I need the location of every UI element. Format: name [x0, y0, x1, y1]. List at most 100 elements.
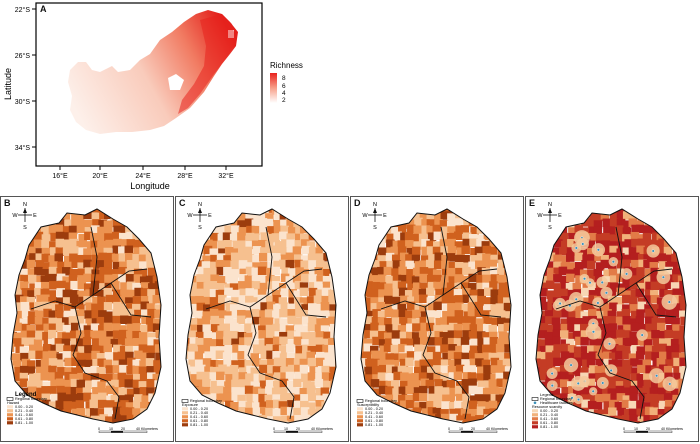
choropleth-cells — [361, 209, 511, 423]
legend-colorbar — [270, 73, 277, 103]
panel-d-label: D — [354, 198, 361, 208]
compass-e: E — [558, 213, 562, 219]
scale-label-1: 10 — [459, 427, 463, 431]
choropleth-cells — [186, 209, 336, 423]
scale-label-2: 20 — [471, 427, 475, 431]
legend-class-0: 0.00 - 0.20 — [190, 407, 208, 411]
legend-class-1: 0.21 - 0.40 — [190, 411, 208, 415]
legend-class-2: 0.41 - 0.60 — [540, 417, 558, 421]
legend-variable-label: Resource scarcity — [532, 405, 562, 409]
xtick-1: 20°E — [92, 172, 108, 180]
xtick-3: 28°E — [177, 172, 193, 180]
legend-class-0: 0.00 - 0.20 — [540, 409, 558, 413]
legend-value-0: 8 — [282, 75, 286, 82]
legend-class-4: 0.81 - 1.00 — [190, 423, 208, 427]
x-axis-label: Longitude — [130, 181, 170, 191]
legend-boundary-label: Regional boundary — [15, 397, 47, 401]
scale-bar: 0 10 20 40 Kilometers — [623, 427, 683, 433]
scale-bar: 0 10 20 40 Kilometers — [273, 427, 333, 433]
ytick-0: 22°S — [15, 6, 31, 14]
ytick-2: 30°S — [15, 98, 31, 106]
country-outline — [185, 208, 337, 424]
legend-variable-label: Exposure — [182, 403, 198, 407]
compass-w: W — [537, 213, 543, 219]
panel-b: N S W E Legend Regional boundary Hazard 0.00 - … — [0, 196, 174, 442]
legend-class-0: 0.00 - 0.20 — [365, 407, 383, 411]
xtick-0: 16°E — [52, 172, 68, 180]
scale-label-3: 40 Kilometers — [661, 427, 683, 431]
legend-class-1: 0.21 - 0.40 — [365, 411, 383, 415]
compass-s: S — [23, 225, 27, 231]
xtick-2: 24°E — [135, 172, 151, 180]
legend-class-3: 0.61 - 0.80 — [15, 417, 33, 421]
legend-class-2: 0.41 - 0.60 — [365, 415, 383, 419]
compass-icon: N SW E — [537, 202, 562, 231]
compass-s: S — [373, 225, 377, 231]
y-axis-label: Latitude — [3, 68, 13, 100]
compass-e: E — [208, 213, 212, 219]
legend-title: Legend — [540, 392, 553, 397]
compass-icon: N SW E — [12, 202, 37, 231]
panel-d-map: N SW E Regional boundarySusceptibility0.00 … — [356, 202, 512, 433]
legend-class-3: 0.61 - 0.80 — [365, 419, 383, 423]
legend-value-1: 6 — [282, 83, 286, 90]
healthcare-facilities — [546, 230, 678, 405]
compass-n: N — [373, 202, 377, 208]
scale-label-0: 0 — [273, 427, 275, 431]
panel-e: N S W E Legend Regional boundary Healthcare fa… — [525, 196, 699, 442]
country-outline — [535, 208, 687, 424]
legend-boundary-label: Regional boundary — [365, 399, 397, 403]
panel-c-label: C — [179, 198, 186, 208]
regional-boundaries — [30, 226, 152, 420]
lesotho-hole — [168, 74, 184, 90]
compass-n: N — [23, 202, 27, 208]
regional-boundaries — [205, 226, 327, 420]
ytick-3: 34°S — [15, 144, 31, 152]
x-ticks: 16°E 20°E 24°E 28°E 32°E — [52, 166, 234, 180]
south-africa-shape — [68, 10, 238, 134]
legend-title: Legend — [15, 392, 37, 398]
compass-icon: N SW E — [362, 202, 387, 231]
compass-w: W — [12, 213, 18, 219]
regional-boundaries — [380, 226, 502, 420]
compass-e: E — [383, 213, 387, 219]
legend-variable-label: Susceptibility — [357, 403, 379, 407]
legend-boundary-label: Regional boundary — [540, 397, 572, 401]
scale-label-0: 0 — [623, 427, 625, 431]
scale-label-1: 10 — [109, 427, 113, 431]
legend-class-1: 0.21 - 0.40 — [15, 409, 33, 413]
legend-class-1: 0.21 - 0.40 — [540, 413, 558, 417]
legend-class-4: 0.81 - 1.00 — [540, 425, 558, 429]
scale-label-2: 20 — [296, 427, 300, 431]
scale-label-1: 10 — [634, 427, 638, 431]
xtick-4: 32°E — [218, 172, 234, 180]
panel-e-label: E — [529, 198, 536, 208]
compass-w: W — [187, 213, 193, 219]
legend-facilities-label: Healthcare facilities — [540, 401, 573, 405]
ytick-1: 26°S — [15, 52, 31, 60]
compass-s: S — [548, 225, 552, 231]
legend-variable-label: Hazard — [7, 401, 19, 405]
scale-bar: 0 10 20 40 Kilometers — [98, 427, 158, 433]
country-outline — [360, 208, 512, 424]
legend-value-2: 4 — [282, 90, 286, 97]
y-ticks: 22°S 26°S 30°S 34°S — [15, 6, 36, 152]
legend-class-4: 0.81 - 1.00 — [365, 423, 383, 427]
panel-d: N S W E Regional boundary Susceptibility 0.00 … — [350, 196, 524, 442]
compass-n: N — [198, 202, 202, 208]
compass-icon: N SW E — [187, 202, 212, 231]
compass-n: N — [548, 202, 552, 208]
scale-label-2: 20 — [646, 427, 650, 431]
legend-class-2: 0.41 - 0.60 — [15, 413, 33, 417]
scale-bar: 0 10 20 40 Kilometers — [448, 427, 508, 433]
legend-title: Richness — [270, 61, 303, 70]
legend-class-4: 0.81 - 1.00 — [15, 421, 33, 425]
scale-label-0: 0 — [448, 427, 450, 431]
panel-c: N S W E Regional boundary Exposure 0.00 - 0.20… — [175, 196, 349, 442]
compass-s: S — [198, 225, 202, 231]
